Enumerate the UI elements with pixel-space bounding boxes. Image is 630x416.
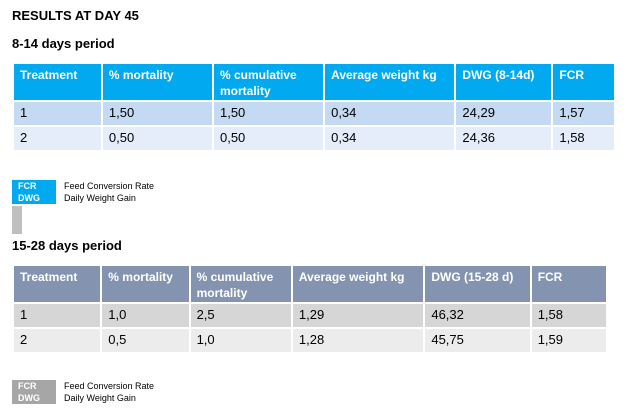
- header-average-weight: Average weight kg: [292, 266, 424, 302]
- cell-average-weight: 1,29: [292, 304, 424, 327]
- cell-cumulative-mortality: 0,50: [213, 127, 324, 150]
- table-row: 1 1,50 1,50 0,34 24,29 1,57: [14, 102, 614, 125]
- cell-average-weight: 0,34: [325, 127, 455, 150]
- legend-1-descriptions: Feed Conversion Rate Daily Weight Gain: [64, 180, 154, 204]
- page-title: RESULTS AT DAY 45: [12, 8, 139, 23]
- cell-average-weight: 1,28: [292, 329, 424, 352]
- cell-treatment: 2: [14, 127, 101, 150]
- legend-key-fcr: FCR: [12, 180, 56, 192]
- legend-desc-dwg: Daily Weight Gain: [64, 193, 136, 203]
- cell-mortality: 1,50: [102, 102, 212, 125]
- cell-dwg: 45,75: [425, 329, 530, 352]
- legend-2-descriptions: Feed Conversion Rate Daily Weight Gain: [64, 380, 154, 404]
- cell-treatment: 1: [14, 102, 101, 125]
- table-row: 2 0,5 1,0 1,28 45,75 1,59: [14, 329, 606, 352]
- results-table-15-28: Treatment % mortality % cumulative morta…: [12, 264, 608, 354]
- header-cumulative-mortality: % cumulative mortality: [213, 64, 324, 100]
- cell-fcr: 1,59: [531, 329, 606, 352]
- section-2-heading: 15-28 days period: [12, 238, 122, 253]
- table-row: 1 1,0 2,5 1,29 46,32 1,58: [14, 304, 606, 327]
- results-table-8-14: Treatment % mortality % cumulative morta…: [12, 62, 616, 152]
- section-1-heading: 8-14 days period: [12, 36, 115, 51]
- header-mortality: % mortality: [102, 266, 189, 302]
- header-mortality: % mortality: [102, 64, 212, 100]
- table-header-row: Treatment % mortality % cumulative morta…: [14, 64, 614, 100]
- cell-cumulative-mortality: 1,0: [190, 329, 291, 352]
- header-treatment: Treatment: [14, 64, 101, 100]
- header-fcr: FCR: [553, 64, 614, 100]
- cell-dwg: 24,29: [456, 102, 552, 125]
- header-dwg: DWG (15-28 d): [425, 266, 530, 302]
- cell-fcr: 1,57: [553, 102, 614, 125]
- cell-cumulative-mortality: 2,5: [190, 304, 291, 327]
- cell-fcr: 1,58: [553, 127, 614, 150]
- header-dwg: DWG (8-14d): [456, 64, 552, 100]
- cell-mortality: 1,0: [102, 304, 189, 327]
- cell-mortality: 0,5: [102, 329, 189, 352]
- legend-key-fcr: FCR: [12, 380, 56, 392]
- header-cumulative-mortality: % cumulative mortality: [190, 266, 291, 302]
- legend-2-keys: FCR DWG: [12, 380, 56, 404]
- cell-treatment: 2: [14, 329, 101, 352]
- cell-cumulative-mortality: 1,50: [213, 102, 324, 125]
- header-average-weight: Average weight kg: [325, 64, 455, 100]
- table-row: 2 0,50 0,50 0,34 24,36 1,58: [14, 127, 614, 150]
- header-treatment: Treatment: [14, 266, 101, 302]
- legend-key-dwg: DWG: [12, 392, 56, 404]
- cell-average-weight: 0,34: [325, 102, 455, 125]
- legend-desc-fcr: Feed Conversion Rate: [64, 181, 155, 191]
- legend-1-keys: FCR DWG: [12, 180, 56, 204]
- legend-key-dwg: DWG: [12, 192, 56, 204]
- cell-treatment: 1: [14, 304, 101, 327]
- cell-fcr: 1,58: [531, 304, 606, 327]
- header-fcr: FCR: [531, 266, 606, 302]
- legend-desc-fcr: Feed Conversion Rate: [64, 381, 155, 391]
- decorative-strip: [12, 206, 22, 234]
- legend-desc-dwg: Daily Weight Gain: [64, 393, 136, 403]
- cell-mortality: 0,50: [102, 127, 212, 150]
- cell-dwg: 46,32: [425, 304, 530, 327]
- table-header-row: Treatment % mortality % cumulative morta…: [14, 266, 606, 302]
- cell-dwg: 24,36: [456, 127, 552, 150]
